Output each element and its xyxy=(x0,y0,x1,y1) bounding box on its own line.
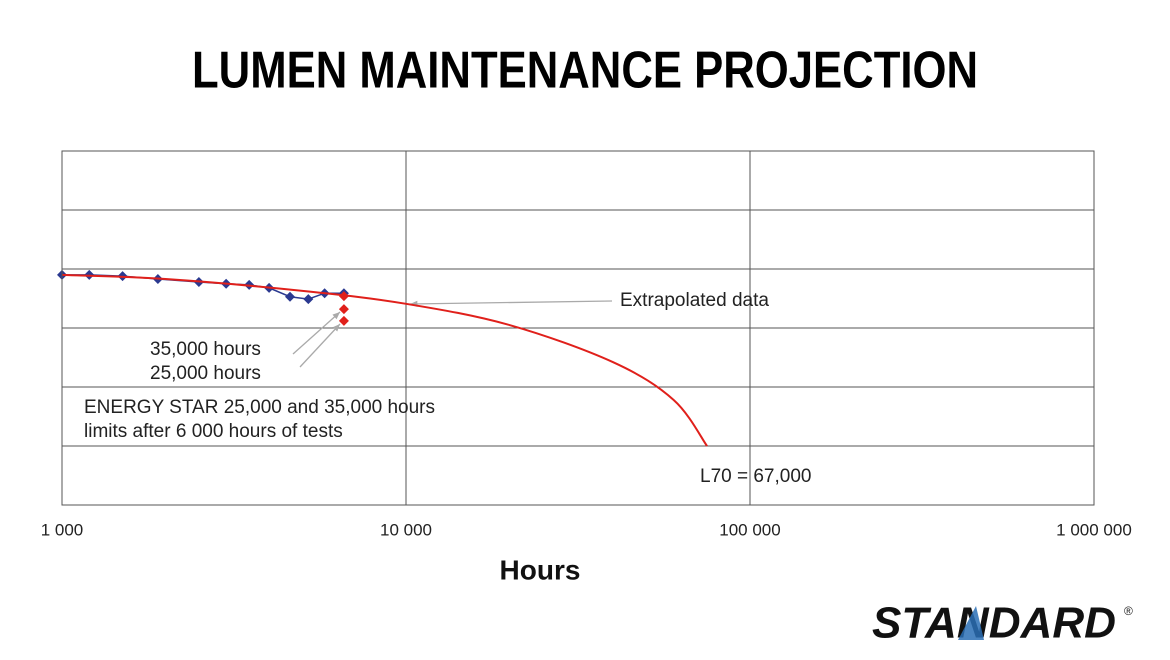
x-tick-label: 100 000 xyxy=(719,520,780,539)
arrow-head xyxy=(332,324,340,332)
brand-logo: STANDARD xyxy=(872,599,1116,648)
data-point xyxy=(303,294,314,305)
brand-accent xyxy=(958,606,984,640)
annotation-arrow xyxy=(292,311,341,355)
annotation: Extrapolated data xyxy=(620,290,769,311)
annotation-arrow xyxy=(409,300,613,305)
data-point xyxy=(284,291,295,302)
annotation: 35,000 hours xyxy=(150,339,261,360)
chart-title: LUMEN MAINTENANCE PROJECTION xyxy=(192,42,978,100)
data-point xyxy=(338,291,349,302)
series-line xyxy=(62,274,344,300)
annotation: L70 = 67,000 xyxy=(700,466,811,487)
x-tick-label: 1 000 xyxy=(41,520,84,539)
x-tick-label: 1 000 000 xyxy=(1056,520,1132,539)
plot-frame xyxy=(61,150,1095,506)
annotation: limits after 6 000 hours of tests xyxy=(84,421,343,442)
data-point xyxy=(338,304,349,315)
arrow-head xyxy=(332,312,340,320)
series-line xyxy=(61,273,708,447)
brand-mark: ® xyxy=(1124,604,1133,618)
x-axis-label: Hours xyxy=(500,554,581,585)
data-point xyxy=(338,315,349,326)
annotation: 25,000 hours xyxy=(150,363,261,384)
annotation-arrow xyxy=(299,323,341,368)
annotation: ENERGY STAR 25,000 and 35,000 hours xyxy=(84,397,435,418)
x-tick-label: 10 000 xyxy=(380,520,432,539)
